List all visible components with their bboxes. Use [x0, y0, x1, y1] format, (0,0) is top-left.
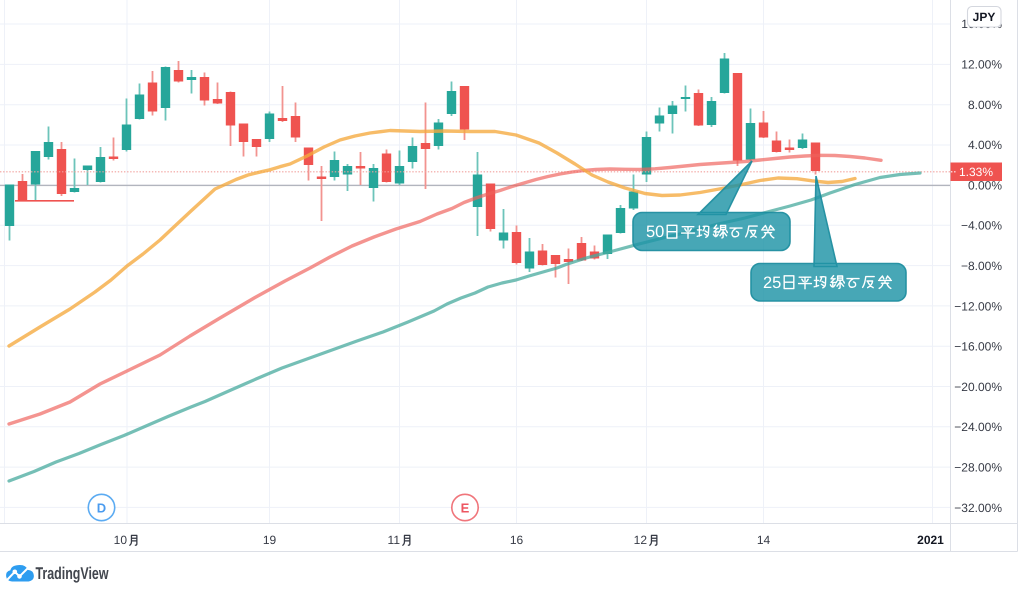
- svg-text:−20.00%: −20.00%: [954, 380, 1002, 394]
- svg-text:−16.00%: −16.00%: [954, 340, 1002, 354]
- svg-text:JPY: JPY: [973, 10, 996, 24]
- svg-text:−28.00%: −28.00%: [954, 461, 1002, 475]
- svg-text:8.00%: 8.00%: [968, 98, 1002, 112]
- svg-text:19: 19: [263, 533, 277, 547]
- svg-text:50: 50: [646, 223, 664, 241]
- svg-text:TradingView: TradingView: [36, 564, 110, 583]
- svg-text:14: 14: [757, 533, 771, 547]
- svg-text:−24.00%: −24.00%: [954, 420, 1002, 434]
- svg-text:12.00%: 12.00%: [961, 58, 1002, 72]
- svg-text:16: 16: [510, 533, 524, 547]
- svg-text:25: 25: [763, 274, 781, 292]
- svg-text:−12.00%: −12.00%: [954, 299, 1002, 313]
- svg-text:E: E: [461, 500, 470, 515]
- svg-text:−8.00%: −8.00%: [961, 259, 1002, 273]
- svg-text:−4.00%: −4.00%: [961, 219, 1002, 233]
- svg-text:D: D: [97, 500, 106, 515]
- svg-text:11: 11: [388, 533, 401, 547]
- svg-text:4.00%: 4.00%: [968, 138, 1002, 152]
- svg-text:1.33%: 1.33%: [959, 165, 993, 179]
- svg-text:2021: 2021: [917, 533, 944, 547]
- svg-text:10: 10: [114, 533, 128, 547]
- svg-text:12: 12: [634, 533, 648, 547]
- svg-text:−32.00%: −32.00%: [954, 501, 1002, 515]
